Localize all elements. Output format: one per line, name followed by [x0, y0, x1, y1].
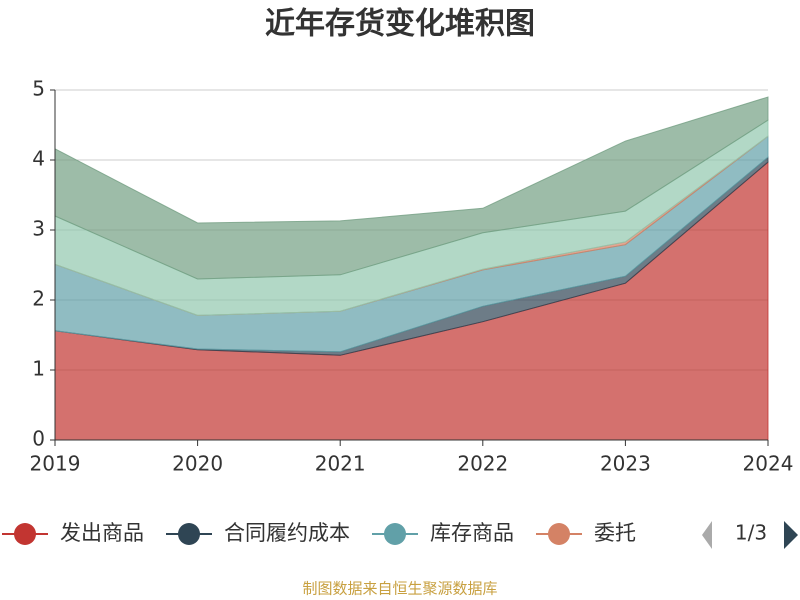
- legend-next[interactable]: [784, 521, 798, 549]
- y-tick-label: 3: [32, 217, 45, 241]
- x-tick-label: 2022: [457, 452, 508, 476]
- legend-marker: [384, 523, 406, 545]
- x-tick-label: 2020: [172, 452, 223, 476]
- y-tick-label: 0: [32, 427, 45, 451]
- legend-marker: [178, 523, 200, 545]
- x-tick-label: 2024: [743, 452, 794, 476]
- y-tick-label: 2: [32, 287, 45, 311]
- y-tick-label: 5: [32, 77, 45, 101]
- x-tick-label: 2019: [30, 452, 81, 476]
- y-tick-label: 4: [32, 147, 45, 171]
- legend-label: 合同履约成本: [224, 521, 350, 545]
- legend-prev[interactable]: [702, 521, 712, 549]
- source-note: 制图数据来自恒生聚源数据库: [302, 580, 497, 598]
- legend-label: 委托: [594, 521, 636, 545]
- legend-marker: [14, 523, 36, 545]
- x-tick-label: 2023: [600, 452, 651, 476]
- chart-title: 近年存货变化堆积图: [265, 7, 535, 42]
- legend-label: 发出商品: [60, 521, 144, 545]
- area: [54, 96, 769, 280]
- legend-label: 库存商品: [430, 521, 514, 545]
- x-tick-label: 2021: [315, 452, 366, 476]
- y-tick-label: 1: [32, 357, 45, 381]
- legend-marker: [548, 523, 570, 545]
- legend: 发出商品 合同履约成本 库存商品 委托: [2, 521, 636, 545]
- legend-page: 1/3: [735, 521, 767, 545]
